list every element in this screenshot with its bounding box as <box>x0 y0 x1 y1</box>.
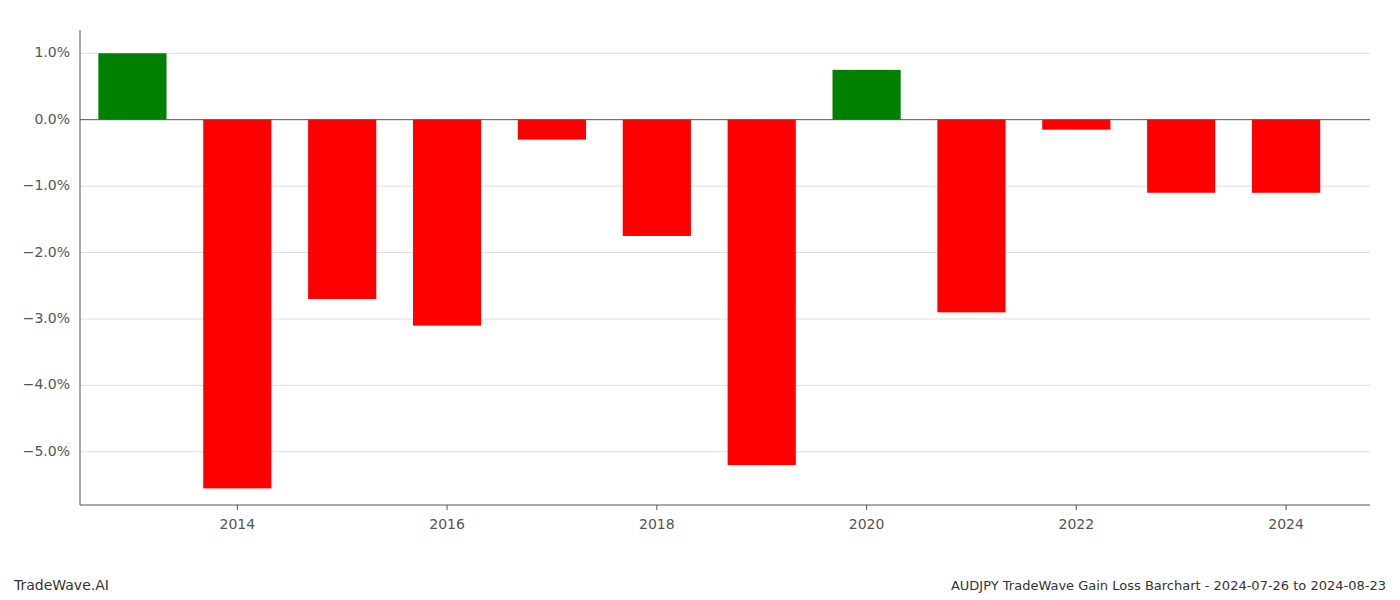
bar <box>1252 120 1320 193</box>
grid-line <box>80 53 1370 54</box>
y-tick-label: −3.0% <box>23 310 70 326</box>
x-tick-label: 2020 <box>849 516 885 532</box>
y-tick-label: −2.0% <box>23 244 70 260</box>
y-tick-label: −1.0% <box>23 177 70 193</box>
x-tick-label: 2014 <box>219 516 255 532</box>
bar <box>98 53 166 119</box>
x-axis-line <box>80 505 1370 506</box>
bar <box>833 70 901 120</box>
x-tick-label: 2016 <box>429 516 465 532</box>
x-tick-labels: 2014 2016 2018 2020 2022 2024 <box>219 505 1304 532</box>
x-tick-label: 2022 <box>1059 516 1095 532</box>
bar <box>518 120 586 140</box>
bar <box>413 120 481 326</box>
x-tick <box>237 505 238 510</box>
chart-svg: 1.0%0.0%−1.0%−2.0%−3.0%−4.0%−5.0%2014201… <box>0 0 1400 600</box>
x-tick <box>866 505 867 510</box>
grid-line <box>80 385 1370 386</box>
y-tick-label: −4.0% <box>23 376 70 392</box>
grid-line <box>80 451 1370 452</box>
bar <box>937 120 1005 313</box>
bar <box>308 120 376 299</box>
y-axis-line <box>80 30 81 505</box>
bar <box>203 120 271 489</box>
chart-container: 1.0%0.0%−1.0%−2.0%−3.0%−4.0%−5.0%2014201… <box>0 0 1400 600</box>
axes <box>80 30 1370 505</box>
y-tick-label: −5.0% <box>23 443 70 459</box>
y-tick-labels: 1.0% 0.0% −1.0% −2.0% −3.0% −4.0% −5.0% <box>23 44 70 459</box>
x-tick-label: 2018 <box>639 516 675 532</box>
y-tick-label: 0.0% <box>34 111 70 127</box>
bar <box>728 120 796 465</box>
watermark: TradeWave.AI <box>13 577 109 593</box>
bar <box>1042 120 1110 130</box>
x-tick <box>656 505 657 510</box>
grid-line <box>80 252 1370 253</box>
y-grid <box>80 53 1370 452</box>
x-tick <box>1076 505 1077 510</box>
x-tick <box>447 505 448 510</box>
y-tick-label: 1.0% <box>34 44 70 60</box>
bar <box>1147 120 1215 193</box>
background <box>0 0 1400 600</box>
title: AUDJPY TradeWave Gain Loss Barchart - 20… <box>951 578 1386 593</box>
bars <box>98 53 1320 488</box>
x-tick-label: 2024 <box>1268 516 1304 532</box>
bar <box>623 120 691 236</box>
grid-line <box>80 318 1370 319</box>
x-tick <box>1286 505 1287 510</box>
